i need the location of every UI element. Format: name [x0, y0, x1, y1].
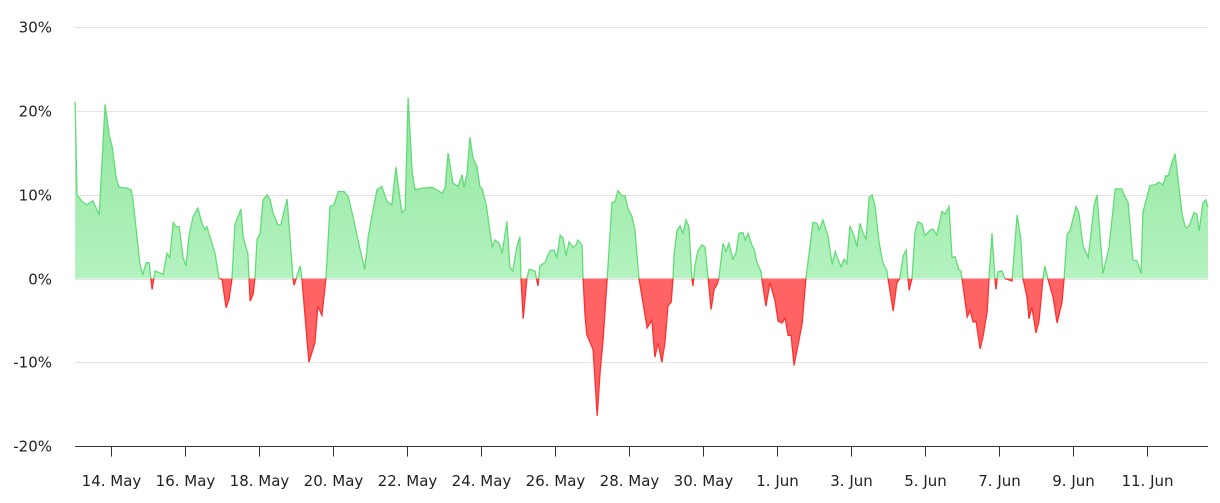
x-tick-label: 24. May [452, 472, 512, 490]
y-tick-label: 0% [28, 271, 52, 289]
x-tick-label: 11. Jun [1121, 472, 1173, 490]
positive-area [75, 97, 1208, 279]
x-tick-label: 30. May [674, 472, 734, 490]
negative-line [150, 278, 1065, 416]
x-tick-label: 9. Jun [1052, 472, 1095, 490]
x-axis: 14. May 16. May 18. May 20. May 22. May 24. M… [75, 446, 1208, 490]
x-tick-label: 28. May [600, 472, 660, 490]
y-tick-label: -20% [13, 438, 52, 456]
x-tick-label: 20. May [304, 472, 364, 490]
x-tick-label: 5. Jun [904, 472, 947, 490]
y-axis-labels: 30% 20% 10% 0% -10% -20% [13, 19, 52, 456]
x-tick-label: 22. May [378, 472, 438, 490]
x-tick-label: 1. Jun [756, 472, 799, 490]
gridlines [75, 27, 1208, 363]
series-change [74, 97, 1209, 416]
y-tick-label: 30% [19, 19, 52, 37]
y-tick-label: 20% [19, 103, 52, 121]
x-tick-label: 14. May [82, 472, 142, 490]
x-tick-label: 26. May [526, 472, 586, 490]
x-tick-label: 16. May [156, 472, 216, 490]
positive-line [74, 97, 1209, 279]
y-tick-label: -10% [13, 354, 52, 372]
x-tick-label: 3. Jun [830, 472, 873, 490]
y-tick-label: 10% [19, 187, 52, 205]
x-tick-label: 7. Jun [978, 472, 1021, 490]
x-tick-label: 18. May [230, 472, 290, 490]
